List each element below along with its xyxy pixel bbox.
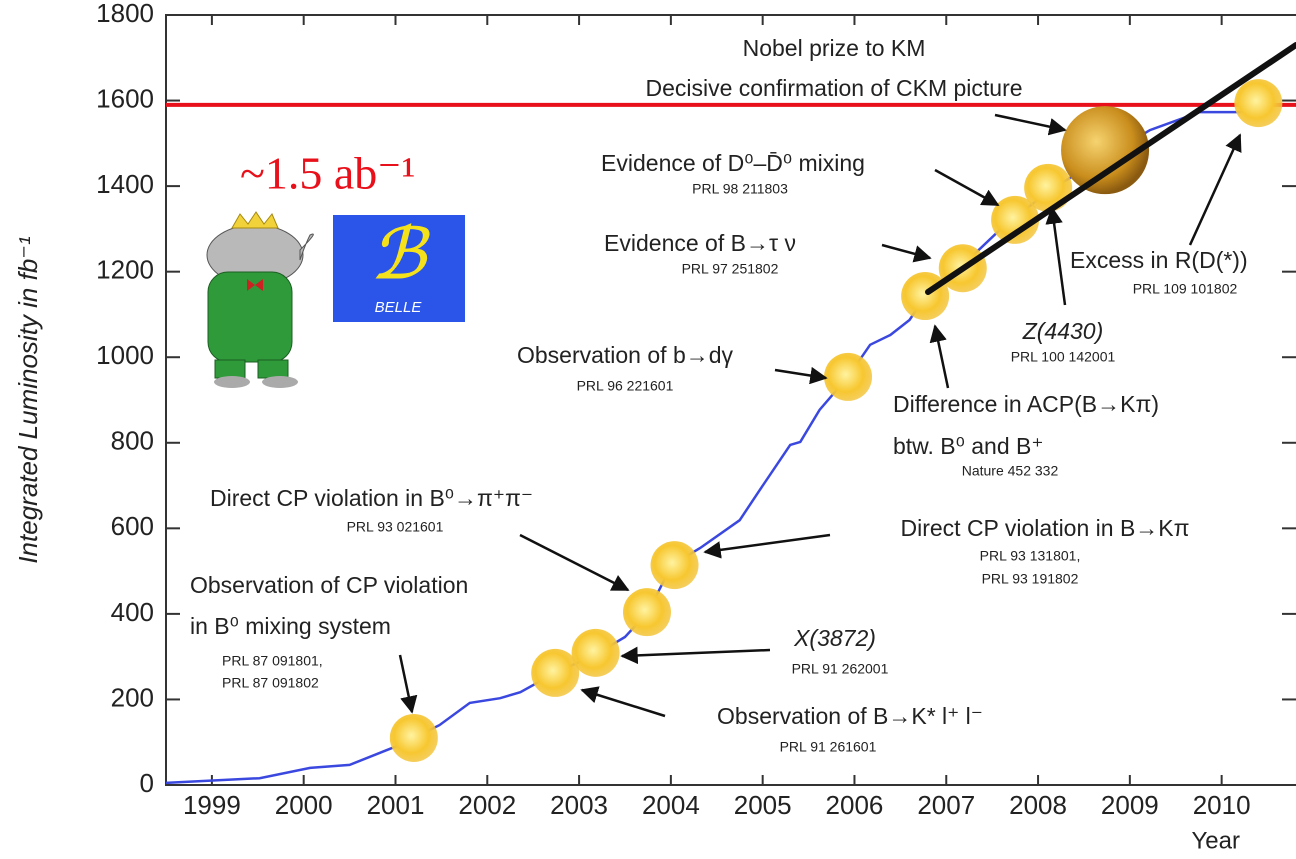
annotation-arrow: [1045, 206, 1067, 306]
y-tick-label: 400: [111, 597, 154, 627]
milestone-reference: PRL 100 142001: [1011, 349, 1116, 365]
x-axis-title: Year: [1192, 827, 1241, 854]
milestone-label: Evidence of D⁰–D̄⁰ mixing: [601, 150, 865, 176]
milestone-label: Direct CP violation in B⁰→π⁺π⁻: [210, 485, 533, 511]
annotation-arrow: [620, 646, 771, 665]
annotation-arrow: [580, 686, 666, 718]
milestone: Nobel prize to KM Decisive confirmation o…: [645, 35, 1150, 195]
milestone-label: Nobel prize to KM: [743, 35, 926, 61]
annotation-arrow: [703, 533, 831, 559]
milestone: Excess in R(D(*)) PRL 109 101802: [1070, 79, 1283, 297]
x-tick-label: 2007: [917, 790, 975, 820]
y-tick-label: 1200: [96, 255, 154, 285]
nobel-medal: [1061, 106, 1150, 195]
milestone: Observation of b→dγ PRL 96 221601: [517, 342, 873, 401]
milestone: X(3872) PRL 91 262001: [571, 625, 889, 677]
logo-text: BELLE: [375, 299, 423, 316]
annotation-arrow: [1188, 133, 1242, 246]
milestone: Z(4430) PRL 100 142001: [1011, 163, 1116, 365]
annotation-arrow: [519, 533, 630, 592]
milestone-reference: Nature 452 332: [962, 463, 1059, 479]
x-tick-label: 2005: [734, 790, 792, 820]
milestone-reference: PRL 87 091802: [222, 675, 319, 691]
x-tick-label: 2006: [826, 790, 884, 820]
x-tick-label: 2001: [367, 790, 425, 820]
milestone-marker: [1024, 163, 1073, 212]
milestone-label: Evidence of B→τ ν: [604, 230, 796, 256]
milestone-reference: PRL 93 131801,: [980, 548, 1081, 564]
annotation-arrow: [881, 243, 932, 263]
milestone: Evidence of D⁰–D̄⁰ mixing PRL 98 211803: [601, 150, 1040, 244]
pen-stroke: [925, 42, 1296, 295]
x-tick-label: 2010: [1193, 790, 1251, 820]
y-tick-label: 200: [111, 682, 154, 712]
logo-letter: ℬ: [370, 217, 430, 294]
milestone-reference: PRL 87 091801,: [222, 653, 323, 669]
mascot: [206, 211, 314, 388]
milestone: Direct CP violation in B→Kπ PRL 93 131801…: [650, 515, 1190, 590]
milestone-marker: [1234, 79, 1283, 128]
milestone-marker: [571, 628, 620, 677]
y-tick-label: 1800: [96, 0, 154, 28]
y-axis-title: Integrated Luminosity in fb⁻¹: [13, 236, 43, 564]
plot-frame: [165, 14, 1296, 786]
x-tick-label: 2008: [1009, 790, 1067, 820]
x-tick-label: 2004: [642, 790, 700, 820]
x-tick-label: 2000: [275, 790, 333, 820]
milestone-label: X(3872): [793, 625, 876, 651]
milestone-reference: PRL 109 101802: [1133, 281, 1238, 297]
milestone-reference: PRL 93 191802: [982, 571, 1079, 587]
annotation-arrow: [929, 324, 950, 389]
milestone-marker: [824, 352, 873, 401]
luminosity-line: [165, 110, 1251, 785]
milestone-reference: PRL 96 221601: [577, 378, 674, 394]
milestone-marker: [531, 648, 580, 697]
x-tick-label: 1999: [183, 790, 241, 820]
milestone-label: Z(4430): [1022, 318, 1104, 344]
milestone: Difference in ACP(B→Kπ) btw. B⁰ and B⁺ Nat…: [893, 272, 1159, 479]
annotation-arrow: [994, 113, 1067, 136]
milestone: Observation of CP violation in B⁰ mixing …: [190, 572, 468, 762]
milestone-marker: [623, 588, 672, 637]
milestone-label: Observation of CP violation: [190, 572, 468, 598]
milestone-reference: PRL 98 211803: [692, 181, 788, 197]
luminosity-target-label: ~1.5 ab⁻¹: [240, 148, 415, 199]
belle-logo: ℬ BELLE: [333, 215, 465, 322]
x-tick-label: 2003: [550, 790, 608, 820]
y-tick-label: 1000: [96, 340, 154, 370]
x-tick-label: 2002: [458, 790, 516, 820]
milestone-marker: [650, 541, 699, 590]
milestone-reference: PRL 93 021601: [347, 519, 444, 535]
milestone-label: Excess in R(D(*)): [1070, 247, 1248, 273]
milestone-label: Observation of b→dγ: [517, 342, 734, 368]
annotation-arrow: [934, 168, 1000, 207]
milestone: Observation of B→K* l⁺ l⁻ PRL 91 261601: [531, 648, 983, 755]
y-tick-label: 800: [111, 426, 154, 456]
annotation-arrow: [774, 366, 828, 385]
milestone-label: Observation of B→K* l⁺ l⁻: [717, 703, 983, 729]
milestone-label: Difference in ACP(B→Kπ): [893, 391, 1159, 417]
annotation-arrow: [398, 654, 418, 714]
milestone-label: btw. B⁰ and B⁺: [893, 433, 1044, 459]
milestone-label: Direct CP violation in B→Kπ: [901, 515, 1190, 541]
y-tick-label: 0: [140, 768, 154, 798]
milestone-marker: [389, 713, 438, 762]
milestone-label: in B⁰ mixing system: [190, 613, 391, 639]
milestone-marker: [991, 195, 1040, 244]
milestone-reference: PRL 91 262001: [792, 661, 889, 677]
milestone: Direct CP violation in B⁰→π⁺π⁻ PRL 93 021…: [210, 485, 672, 637]
milestone-reference: PRL 91 261601: [780, 739, 877, 755]
milestone-label: Decisive confirmation of CKM picture: [645, 75, 1022, 101]
y-tick-label: 600: [111, 511, 154, 541]
x-tick-label: 2009: [1101, 790, 1159, 820]
milestone-reference: PRL 97 251802: [682, 261, 779, 277]
y-tick-label: 1400: [96, 169, 154, 199]
y-tick-label: 1600: [96, 83, 154, 113]
milestone: Evidence of B→τ ν PRL 97 251802: [604, 230, 987, 293]
